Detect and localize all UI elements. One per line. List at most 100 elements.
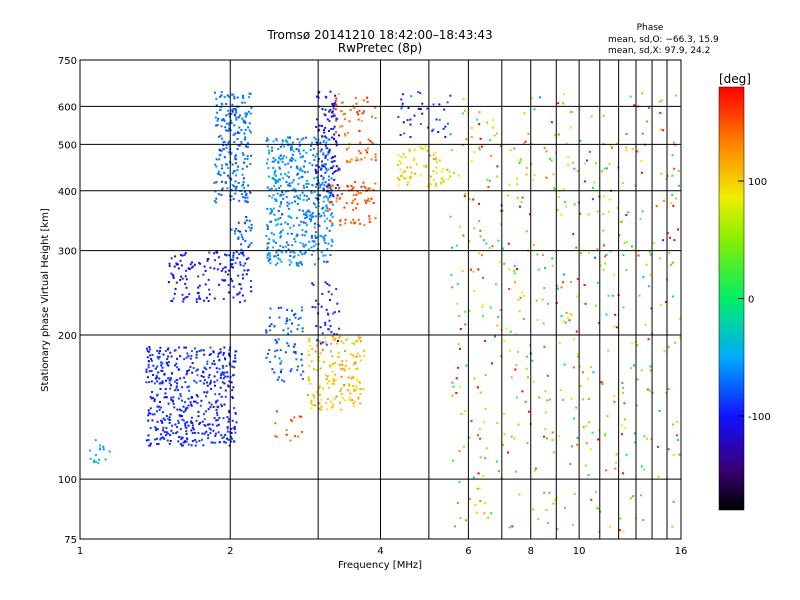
data-point (232, 296, 235, 299)
data-point (625, 453, 628, 456)
data-point (473, 227, 476, 230)
data-point (197, 410, 200, 413)
data-point (240, 287, 243, 290)
data-point (248, 244, 251, 246)
data-point (328, 186, 330, 189)
data-point (583, 180, 586, 183)
data-point (159, 438, 162, 441)
data-point (233, 141, 236, 144)
data-point (431, 129, 434, 132)
data-point (146, 347, 148, 350)
data-point (176, 366, 179, 369)
data-point (313, 226, 316, 229)
data-point (409, 136, 412, 138)
grid-lines (80, 60, 681, 539)
data-point (374, 159, 377, 162)
data-point (609, 144, 612, 147)
data-point (528, 213, 531, 216)
data-point (230, 258, 233, 261)
data-point (224, 126, 227, 129)
data-point (201, 432, 204, 435)
data-point (482, 276, 484, 279)
data-point (325, 141, 328, 144)
data-point (192, 265, 195, 268)
data-point (175, 385, 178, 388)
data-point (672, 500, 675, 503)
data-point (221, 167, 223, 170)
data-point (102, 448, 105, 451)
data-point (216, 251, 219, 254)
data-point (241, 101, 244, 104)
data-point (314, 222, 317, 225)
data-point (243, 161, 245, 164)
data-point (497, 239, 500, 242)
data-point (237, 221, 240, 224)
data-point (339, 219, 342, 222)
data-point (209, 428, 212, 431)
data-point (611, 294, 614, 297)
data-point (213, 363, 216, 366)
data-point (218, 393, 221, 396)
data-point (529, 344, 531, 347)
data-point (241, 94, 244, 97)
data-point (213, 375, 216, 378)
data-point (195, 419, 198, 422)
data-point (613, 400, 616, 403)
data-point (419, 145, 422, 148)
data-point (181, 277, 184, 280)
data-point (220, 269, 223, 272)
data-point (153, 382, 156, 385)
data-point (214, 432, 217, 435)
data-point (225, 147, 228, 149)
data-point (463, 109, 466, 112)
data-point (320, 167, 323, 170)
data-point (265, 331, 268, 334)
data-point (374, 117, 377, 119)
data-point (179, 395, 182, 398)
data-point (194, 444, 197, 447)
data-point (156, 420, 159, 423)
data-point (200, 349, 203, 352)
data-point (584, 162, 587, 165)
data-point (464, 410, 467, 413)
data-point (267, 253, 270, 256)
data-point (317, 387, 320, 390)
data-point (419, 107, 422, 110)
data-point (671, 261, 674, 264)
data-point (240, 140, 243, 143)
data-point (363, 354, 365, 357)
data-point (146, 376, 149, 379)
data-point (582, 371, 584, 374)
data-point (224, 375, 227, 378)
data-point (316, 339, 318, 342)
data-point (331, 222, 334, 225)
data-point (236, 148, 239, 150)
data-point (553, 187, 556, 190)
data-point (300, 169, 302, 172)
data-point (213, 381, 216, 384)
data-point (634, 432, 636, 435)
data-point (622, 254, 625, 257)
data-point (590, 366, 593, 369)
data-point (350, 184, 353, 187)
data-point (310, 360, 313, 363)
data-point (195, 353, 198, 356)
data-point (320, 175, 323, 177)
data-point (309, 148, 312, 151)
data-point (289, 226, 292, 229)
data-point (618, 529, 621, 532)
data-point (223, 346, 226, 349)
data-point (552, 451, 555, 454)
data-point (363, 185, 366, 188)
data-point (446, 101, 449, 104)
data-point (283, 380, 286, 383)
data-point (323, 165, 326, 168)
data-point (181, 418, 184, 421)
data-point (187, 443, 190, 446)
data-point (234, 360, 237, 363)
data-point (171, 424, 174, 427)
data-point (314, 203, 316, 206)
data-point (182, 298, 185, 301)
data-point (321, 207, 324, 210)
data-point (279, 232, 282, 235)
